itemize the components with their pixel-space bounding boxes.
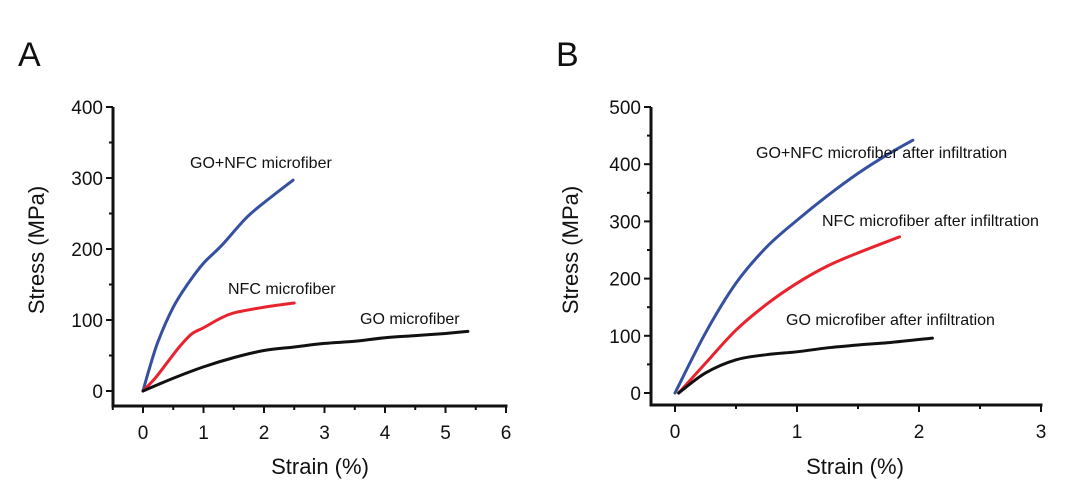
series-line-a-go-microfiber — [141, 329, 470, 393]
y-tick-label-b: 0 — [630, 384, 641, 405]
series-group-a — [141, 178, 470, 393]
x-tick-label-a: 5 — [440, 423, 451, 444]
y-tick-label-a: 200 — [71, 240, 103, 261]
series-line-a-go-nfc-microfiber — [141, 178, 295, 393]
y-axis-title-b: Stress (MPa) — [558, 186, 583, 314]
y-tick-label-b: 300 — [609, 212, 641, 233]
x-tick-label-a: 3 — [319, 423, 330, 444]
series-line-a-nfc-microfiber — [141, 301, 296, 393]
series-group-b — [673, 138, 934, 395]
y-tick-label-a: 100 — [71, 311, 103, 332]
x-tick-label-b: 0 — [670, 422, 681, 443]
y-tick-label-b: 400 — [609, 155, 641, 176]
x-axis-title-a: Strain (%) — [271, 454, 369, 479]
x-tick-label-b: 2 — [914, 422, 925, 443]
x-tick-label-a: 1 — [198, 423, 209, 444]
annotation-nfc-a: NFC microfiber — [228, 281, 336, 298]
axes-a: 0 100 200 300 400 0 1 2 3 4 5 6 — [71, 98, 511, 444]
x-axis-title-b: Strain (%) — [806, 454, 904, 479]
x-tick-label-a: 2 — [259, 423, 270, 444]
y-tick-label-a: 300 — [71, 169, 103, 190]
panel-label-a: A — [18, 36, 41, 74]
series-line-b-go-microfiber-after-infiltration — [677, 336, 934, 395]
x-tick-label-b: 1 — [792, 422, 803, 443]
panel-b: B 0 100 200 300 400 500 0 1 2 3 GO+NFC microfiber… — [556, 36, 1046, 479]
annotation-go-nfc-a: GO+NFC microfiber — [190, 155, 332, 172]
y-tick-label-a: 400 — [71, 98, 103, 119]
x-tick-label-a: 0 — [138, 423, 149, 444]
axes-b: 0 100 200 300 400 500 0 1 2 3 — [609, 98, 1046, 443]
series-line-b-go-nfc-microfiber-after-infiltration — [673, 138, 915, 395]
y-tick-label-b: 200 — [609, 270, 641, 291]
annotation-nfc-b: NFC microfiber after infiltration — [822, 213, 1039, 230]
series-line-b-nfc-microfiber-after-infiltration — [677, 235, 901, 395]
annotation-go-a: GO microfiber — [360, 311, 460, 328]
x-tick-label-a: 6 — [501, 423, 512, 444]
x-tick-label-b: 3 — [1036, 422, 1047, 443]
annotation-go-b: GO microfiber after infiltration — [786, 312, 995, 329]
panel-label-b: B — [556, 36, 579, 74]
y-axis-title-a: Stress (MPa) — [24, 186, 49, 314]
y-tick-label-a: 0 — [92, 382, 103, 403]
panel-a: A 0 100 200 300 400 0 1 2 3 4 5 6 GO+NFC microfiber… — [18, 36, 511, 479]
y-tick-label-b: 100 — [609, 327, 641, 348]
annotation-go-nfc-b: GO+NFC microfiber after infiltration — [756, 145, 1007, 162]
x-tick-label-a: 4 — [380, 423, 391, 444]
y-tick-label-b: 500 — [609, 98, 641, 119]
